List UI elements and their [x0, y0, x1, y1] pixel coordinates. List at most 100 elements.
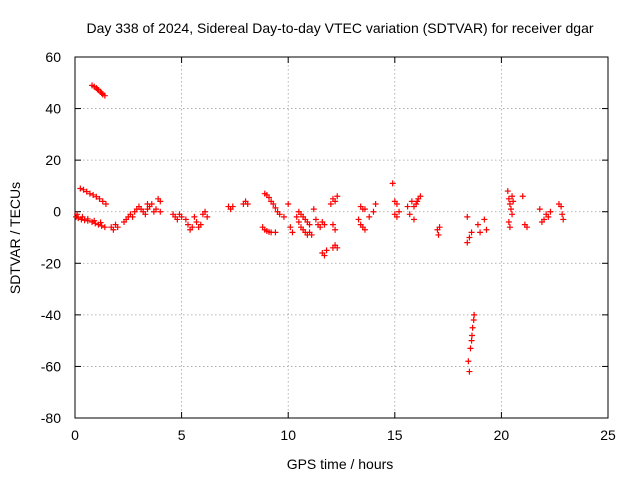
x-tick-label: 10: [280, 427, 296, 443]
data-point: [470, 317, 477, 324]
data-point: [79, 213, 86, 220]
data-point: [94, 86, 101, 93]
data-point: [393, 200, 400, 207]
data-point: [465, 358, 472, 365]
data-point: [287, 224, 294, 231]
data-point: [272, 229, 279, 236]
data-point: [204, 213, 211, 220]
data-point: [329, 221, 336, 228]
data-point: [474, 221, 481, 228]
data-point: [202, 208, 209, 215]
data-point: [280, 213, 287, 220]
data-point: [332, 198, 339, 205]
chart-title: Day 338 of 2024, Sidereal Day-to-day VTE…: [86, 20, 593, 36]
data-point: [468, 229, 475, 236]
data-point: [189, 224, 196, 231]
data-point: [327, 200, 334, 207]
data-point: [80, 186, 87, 193]
data-point: [510, 198, 517, 205]
tick-labels: 0 5 10 15 20 25 -80 -60 -40 -20 0 20 40 60: [41, 49, 616, 443]
data-point: [90, 191, 97, 198]
y-tick-label: -40: [41, 307, 61, 323]
data-point: [506, 200, 513, 207]
data-point: [355, 216, 362, 223]
data-point: [435, 231, 442, 238]
data-point: [83, 188, 90, 195]
y-axis-label: SDTVAR / TECUs: [7, 182, 23, 294]
x-axis-label: GPS time / hours: [287, 456, 394, 472]
y-tick-label: -80: [41, 410, 61, 426]
data-point: [270, 200, 277, 207]
data-point: [86, 190, 93, 197]
data-point: [182, 216, 189, 223]
data-point: [393, 213, 400, 220]
data-point: [361, 226, 368, 233]
data-point: [509, 211, 516, 218]
data-point: [323, 247, 330, 254]
data-point: [366, 213, 373, 220]
data-point: [178, 213, 185, 220]
data-point: [545, 213, 552, 220]
data-point: [276, 211, 283, 218]
data-points: [73, 82, 567, 375]
x-tick-label: 5: [178, 427, 186, 443]
data-point: [507, 206, 514, 213]
data-point: [97, 219, 104, 226]
data-point: [148, 200, 155, 207]
data-point: [193, 219, 200, 226]
data-point: [153, 206, 160, 213]
data-point: [334, 193, 341, 200]
data-point: [464, 239, 471, 246]
data-point: [504, 188, 511, 195]
grid: [75, 57, 608, 418]
data-point: [77, 185, 84, 192]
data-point: [541, 216, 548, 223]
data-point: [317, 224, 324, 231]
data-point: [408, 198, 415, 205]
y-tick-label: 40: [45, 101, 61, 117]
data-point: [547, 208, 554, 215]
data-point: [244, 200, 251, 207]
data-point: [536, 206, 543, 213]
data-point: [436, 224, 443, 231]
y-tick-label: 20: [45, 152, 61, 168]
data-point: [372, 200, 379, 207]
data-point: [312, 216, 319, 223]
data-point: [295, 219, 302, 226]
data-point: [477, 229, 484, 236]
data-point: [157, 208, 164, 215]
x-tick-label: 20: [494, 427, 510, 443]
data-point: [506, 224, 513, 231]
data-point: [157, 198, 164, 205]
data-point: [101, 92, 108, 99]
y-tick-label: -60: [41, 358, 61, 374]
data-point: [481, 216, 488, 223]
data-point: [396, 208, 403, 215]
data-point: [466, 234, 473, 241]
data-point: [272, 204, 279, 211]
data-point: [466, 368, 473, 375]
data-point: [266, 194, 273, 201]
data-point: [483, 226, 490, 233]
data-point: [509, 193, 516, 200]
data-point: [321, 252, 328, 259]
data-point: [505, 195, 512, 202]
data-point: [468, 332, 475, 339]
data-point: [306, 221, 313, 228]
data-point: [310, 206, 317, 213]
data-point: [84, 215, 91, 222]
data-point: [114, 224, 121, 231]
data-point: [410, 216, 417, 223]
axis-ticks: [74, 56, 609, 419]
data-point: [91, 217, 98, 224]
data-point: [142, 211, 149, 218]
data-point: [523, 224, 530, 231]
data-point: [308, 231, 315, 238]
data-point: [389, 180, 396, 187]
data-point: [93, 193, 100, 200]
data-point: [370, 208, 377, 215]
data-point: [558, 203, 565, 210]
data-point: [96, 195, 103, 202]
y-tick-label: -20: [41, 255, 61, 271]
data-point: [467, 345, 474, 352]
